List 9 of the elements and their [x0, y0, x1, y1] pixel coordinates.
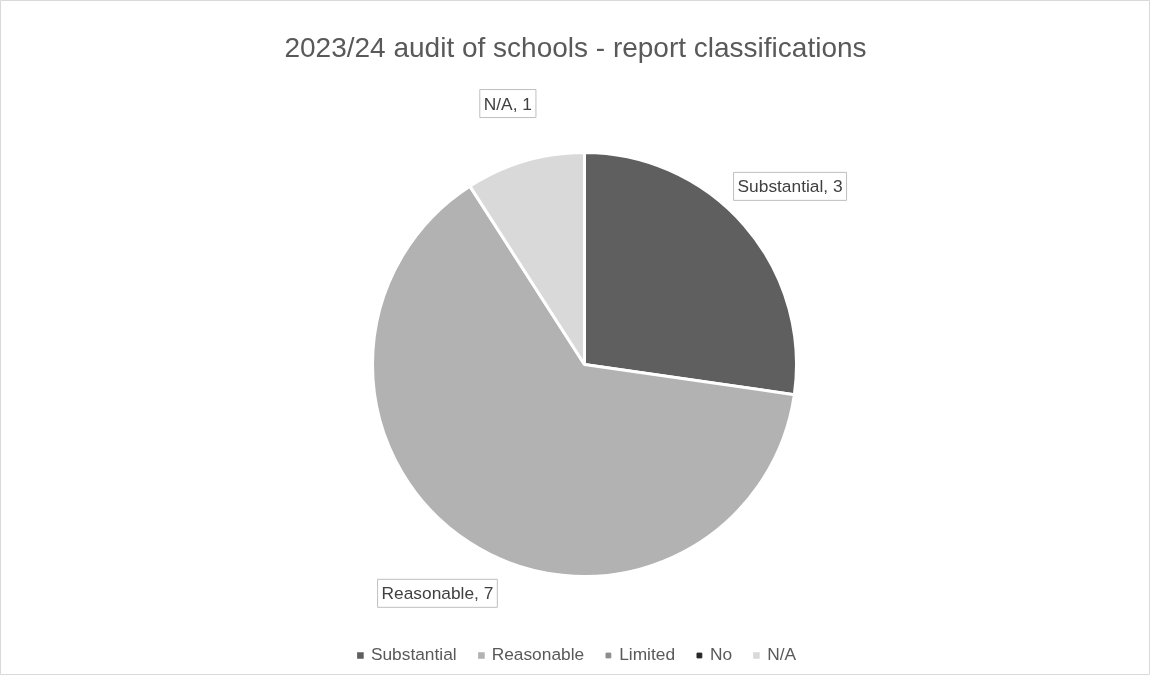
legend-label: Limited — [619, 644, 676, 665]
data-label: N/A, 1 — [483, 93, 532, 114]
data-label: Reasonable, 7 — [381, 583, 494, 604]
legend-label: No — [710, 644, 733, 665]
legend-label: Reasonable — [491, 644, 585, 665]
chart-title: 2023/24 audit of schools - report classifications — [284, 31, 867, 63]
data-label: Substantial, 3 — [737, 176, 843, 197]
legend-label: Substantial — [370, 644, 457, 665]
legend-label: N/A — [767, 644, 797, 665]
